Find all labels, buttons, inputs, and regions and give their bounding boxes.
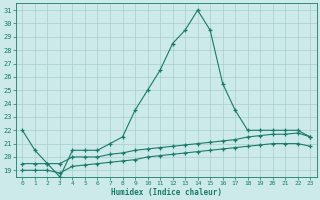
X-axis label: Humidex (Indice chaleur): Humidex (Indice chaleur)	[111, 188, 222, 197]
